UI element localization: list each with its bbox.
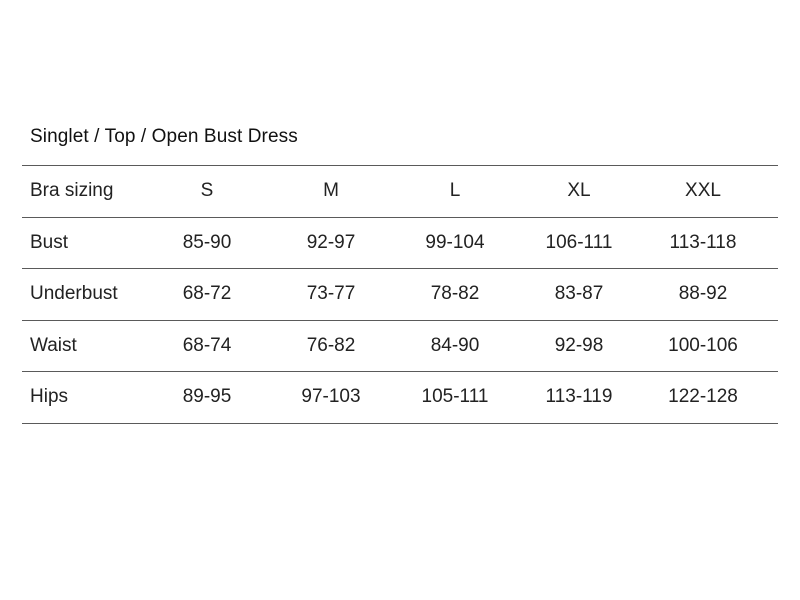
measurement-label: Waist bbox=[30, 334, 77, 356]
measurement-value: 106-111 bbox=[545, 231, 613, 253]
table-row: Hips 89-95 97-103 105-111 113-119 122-128 bbox=[22, 372, 778, 424]
header-row: Bra sizing S M L XL XXL bbox=[22, 166, 778, 218]
measurement-value: 92-97 bbox=[306, 231, 356, 253]
measurement-value: 73-77 bbox=[306, 283, 356, 305]
size-header: L bbox=[449, 180, 461, 202]
measurement-label: Hips bbox=[30, 386, 69, 408]
size-header: M bbox=[323, 180, 339, 202]
table-row: Underbust 68-72 73-77 78-82 83-87 88-92 bbox=[22, 269, 778, 321]
table-row: Waist 68-74 76-82 84-90 92-98 100-106 bbox=[22, 321, 778, 372]
measurement-label: Bust bbox=[30, 231, 69, 253]
table-row: Bust 85-90 92-97 99-104 106-111 113-118 bbox=[22, 218, 778, 269]
measurement-value: 97-103 bbox=[301, 386, 361, 408]
measurement-value: 99-104 bbox=[425, 231, 485, 253]
measurement-value: 92-98 bbox=[554, 334, 604, 356]
measurement-value: 83-87 bbox=[554, 283, 604, 305]
measurement-value: 78-82 bbox=[430, 283, 480, 305]
measurement-value: 68-74 bbox=[182, 334, 232, 356]
measurement-value: 105-111 bbox=[421, 386, 489, 408]
header-label: Bra sizing bbox=[30, 180, 114, 202]
measurement-label: Underbust bbox=[30, 283, 118, 305]
measurement-value: 76-82 bbox=[306, 334, 356, 356]
measurement-value: 100-106 bbox=[668, 334, 738, 356]
measurement-value: 113-119 bbox=[545, 386, 613, 408]
table-title: Singlet / Top / Open Bust Dress bbox=[30, 126, 298, 147]
size-header: XXL bbox=[685, 180, 721, 202]
measurement-value: 68-72 bbox=[182, 283, 232, 305]
measurement-value: 122-128 bbox=[668, 386, 738, 408]
measurement-value: 84-90 bbox=[430, 334, 480, 356]
size-chart-table: Bra sizing S M L XL XXL Bust 85-90 92-97 99-104 10… bbox=[22, 165, 778, 424]
measurement-value: 113-118 bbox=[669, 231, 737, 253]
measurement-value: 85-90 bbox=[182, 231, 232, 253]
measurement-value: 89-95 bbox=[182, 386, 232, 408]
size-header: S bbox=[200, 180, 214, 202]
measurement-value: 88-92 bbox=[678, 283, 728, 305]
size-header: XL bbox=[567, 180, 591, 202]
